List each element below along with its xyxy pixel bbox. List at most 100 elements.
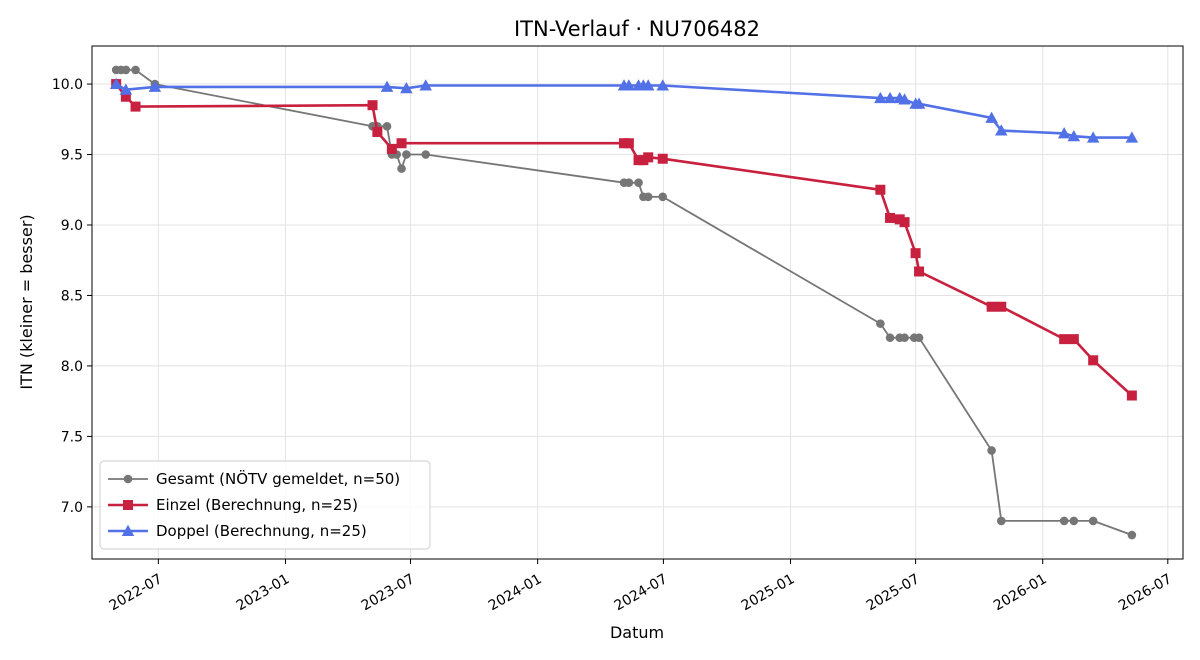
data-point-einzel [1088, 355, 1099, 366]
y-axis-label: ITN (kleiner = besser) [17, 214, 36, 389]
y-tick-label: 7.5 [61, 429, 83, 445]
data-point-einzel [396, 138, 407, 149]
data-point-doppel [874, 91, 887, 104]
x-tick-label: 2026-01 [991, 571, 1050, 614]
data-point-gesamt [1059, 516, 1069, 526]
data-point-einzel [367, 100, 378, 111]
legend-label: Doppel (Berechnung, n=25) [156, 522, 367, 540]
x-tick-label: 2022-07 [107, 571, 166, 614]
data-point-gesamt [643, 192, 653, 202]
data-point-doppel [419, 79, 432, 91]
data-point-einzel [910, 248, 921, 259]
data-point-doppel [995, 124, 1008, 136]
data-point-doppel [380, 80, 394, 92]
data-point-einzel [657, 153, 668, 164]
data-point-einzel [914, 266, 925, 277]
legend-marker [121, 524, 135, 536]
legend-marker [123, 500, 133, 510]
x-tick-label: 2023-01 [234, 571, 293, 614]
data-point-einzel [372, 126, 383, 137]
data-point-gesamt [634, 178, 643, 188]
legend-label: Einzel (Berechnung, n=25) [156, 496, 358, 514]
data-point-gesamt [1127, 530, 1137, 540]
data-point-einzel [1059, 334, 1070, 345]
data-point-gesamt [1088, 516, 1098, 526]
x-tick-label: 2026-07 [1116, 571, 1175, 614]
y-tick-label: 9.0 [61, 218, 83, 234]
data-point-doppel [1057, 127, 1071, 139]
x-tick-label: 2024-07 [612, 571, 671, 614]
data-point-doppel [1067, 129, 1081, 142]
data-point-einzel [899, 217, 910, 228]
x-tick-label: 2024-01 [486, 571, 545, 614]
data-point-gesamt [421, 150, 431, 159]
y-tick-label: 10.0 [52, 77, 83, 93]
data-point-einzel [643, 152, 654, 163]
data-point-doppel [400, 82, 413, 94]
x-tick-label: 2025-01 [739, 571, 798, 614]
data-point-einzel [120, 91, 131, 102]
data-point-doppel [1125, 131, 1139, 143]
data-point-doppel [641, 79, 655, 91]
series-line-doppel [115, 82, 1132, 139]
data-point-doppel [148, 80, 162, 92]
data-point-gesamt [397, 164, 406, 173]
x-axis: 2022-07 2023-01 2023-07 2024-01 2024-07 2025-… [107, 559, 1175, 614]
data-point-doppel [119, 83, 133, 95]
data-point-gesamt [914, 333, 924, 343]
data-point-doppel [985, 111, 998, 123]
data-point-gesamt [658, 192, 668, 202]
data-point-einzel [875, 184, 886, 195]
legend-item-gesamt [108, 474, 148, 484]
grid [92, 46, 1183, 559]
x-axis-label: Datum [610, 623, 664, 642]
series-einzel [111, 79, 1137, 401]
y-tick-label: 8.0 [61, 359, 83, 375]
data-point-einzel [386, 143, 397, 154]
series-gesamt [111, 65, 1137, 540]
data-point-gesamt [987, 446, 996, 455]
data-point-einzel [986, 301, 997, 312]
data-point-gesamt [624, 178, 634, 188]
data-point-gesamt [402, 150, 411, 159]
legend: Gesamt (NÖTV gemeldet, n=50) Einzel (Bere… [99, 460, 431, 550]
plot-frame [91, 45, 1184, 560]
chart-title: ITN-Verlauf · NU706482 [514, 17, 760, 41]
x-tick-label: 2025-07 [864, 571, 923, 614]
data-point-gesamt [996, 516, 1006, 526]
legend-marker [123, 474, 133, 484]
legend-box [99, 460, 431, 550]
data-point-gesamt [121, 65, 131, 75]
data-point-gesamt [900, 333, 909, 343]
data-point-gesamt [1069, 516, 1079, 526]
y-tick-label: 7.0 [61, 500, 83, 516]
data-point-doppel [656, 79, 669, 91]
y-tick-label: 9.5 [61, 148, 83, 164]
x-tick-label: 2023-07 [359, 571, 418, 614]
series-layer [109, 65, 1139, 540]
data-point-doppel [898, 93, 911, 105]
data-point-einzel [996, 301, 1007, 312]
data-point-einzel [130, 101, 141, 112]
data-point-doppel [109, 77, 123, 90]
series-line-einzel [115, 83, 1133, 397]
y-axis: 7.0 7.5 8.0 8.5 9.0 9.5 10.0 [52, 77, 92, 516]
y-tick-label: 8.5 [61, 288, 83, 304]
data-point-einzel [1126, 390, 1137, 401]
data-point-doppel [622, 79, 636, 91]
legend-label: Gesamt (NÖTV gemeldet, n=50) [156, 469, 400, 488]
data-point-einzel [1068, 334, 1079, 345]
data-point-gesamt [382, 122, 392, 131]
data-point-doppel [883, 91, 897, 104]
data-point-einzel [885, 212, 896, 223]
data-point-gesamt [876, 319, 885, 328]
data-point-doppel [912, 97, 926, 109]
data-point-gesamt [131, 65, 140, 75]
data-point-gesamt [885, 333, 895, 343]
data-point-doppel [1086, 131, 1100, 143]
legend-item-doppel [108, 524, 148, 536]
series-doppel [109, 77, 1139, 143]
legend-item-einzel [108, 500, 148, 510]
data-point-einzel [623, 138, 634, 149]
